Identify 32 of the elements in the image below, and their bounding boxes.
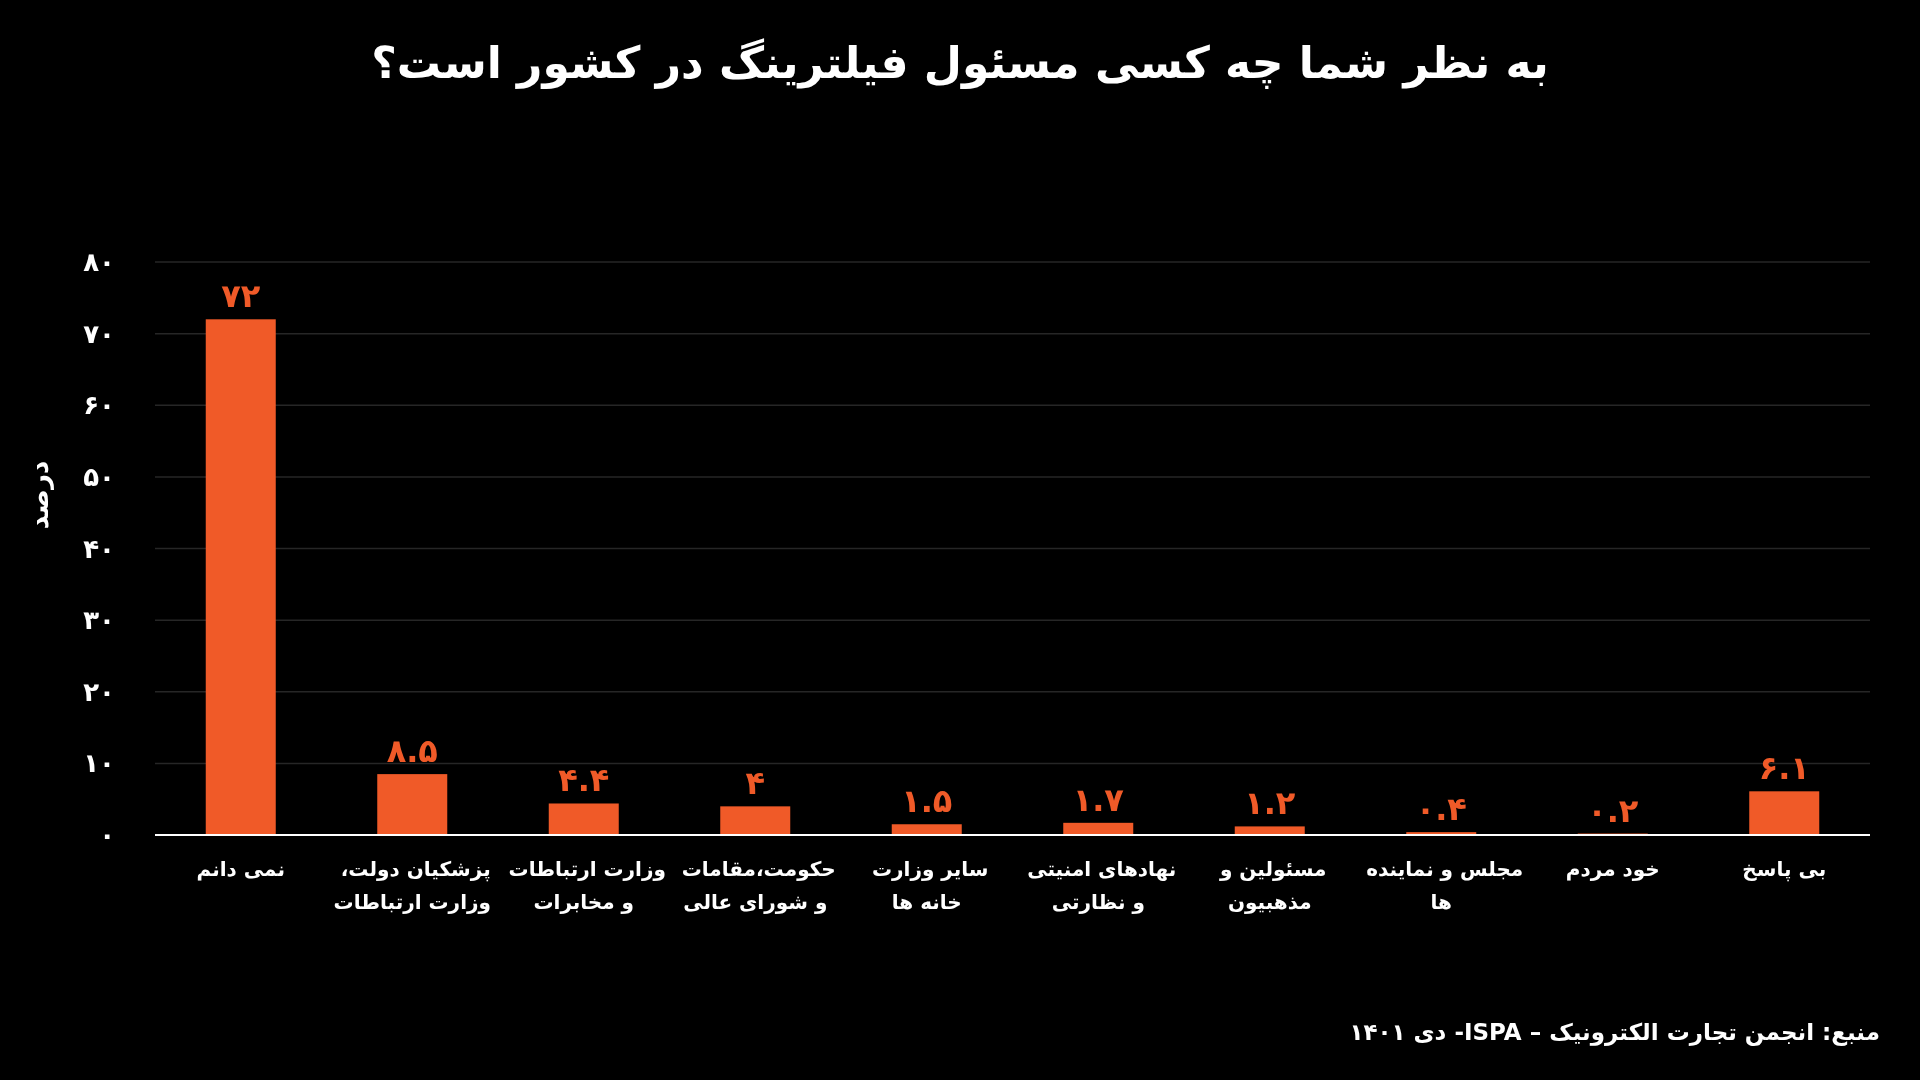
data-label: ۱.۲ [1244,784,1296,823]
data-label: ۷۲ [221,277,261,316]
ylabel: درصد [24,460,54,530]
x-tick-label: نهادهای امنیتی و نظارتی [1020,857,1177,914]
title: به نظر شما چه کسی مسئول فیلترینگ در کشور است؟ [371,37,1549,88]
y-tick-label: ۱۰ [83,748,115,779]
x-tick-label: حکومت،مقامات و شورای عالی [674,857,836,914]
x-tick-label: مسئولین و مذهبیون [1213,857,1327,914]
y-tick-label: ۲۰ [83,676,115,707]
data-label: ۴ [745,764,766,803]
data-label: ۰.۲ [1587,791,1639,830]
data-label: ۰.۴ [1415,790,1467,829]
annotation: منبع: انجمن تجارت الکترونیک – ISPA- دی ۱۴۰۱ [1349,1019,1880,1045]
y-tick-label: ۶۰ [83,390,115,421]
y-tick-label: ۷۰ [83,318,115,349]
data-label: ۴.۴ [558,761,610,800]
y-tick-label: ۳۰ [83,605,115,636]
y-tick-label: ۴۰ [83,533,115,564]
x-tick-label: مجلس و نماینده ها [1359,857,1524,914]
data-label: ۸.۵ [386,732,438,771]
x-tick-label: پزشکیان دولت، وزارت ارتباطات [333,857,491,914]
x-tick-label: بی پاسخ [1742,857,1827,882]
y-tick-label: ۰ [99,820,115,850]
x-tick-label: خود مردم [1565,857,1660,881]
y-tick-label: ۸۰ [83,247,115,277]
data-label: ۶.۱ [1758,749,1810,788]
x-tick-label: وزارت ارتباطات و مخابرات [501,857,666,914]
y-tick-label: ۵۰ [83,461,115,492]
x-tick-label: سایر وزارت خانه ها [865,857,989,914]
data-label: ۱.۵ [901,782,953,821]
data-label: ۱.۷ [1072,780,1125,819]
x-tick-label: نمی دانم [196,857,285,881]
